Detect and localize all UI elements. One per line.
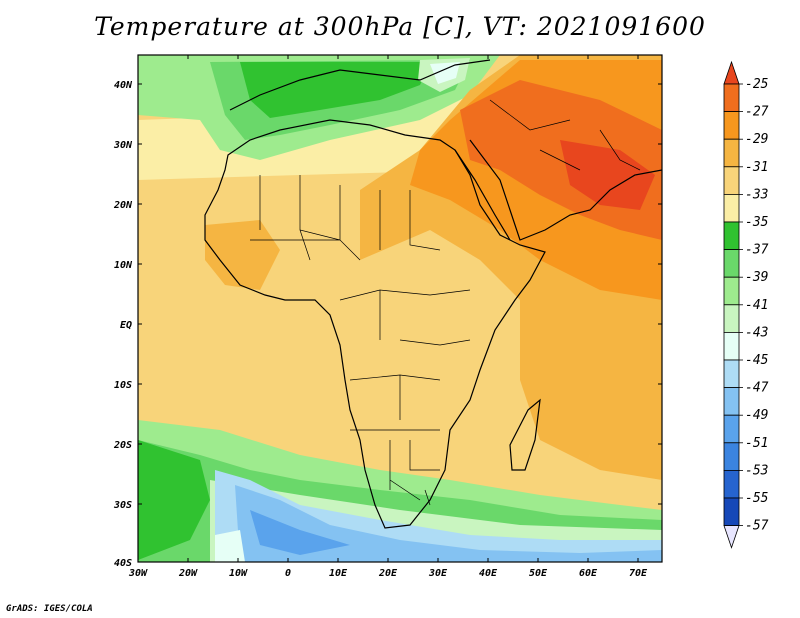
europe-coastline bbox=[229, 59, 491, 111]
colorbar-label: -43 bbox=[745, 325, 768, 340]
colorbar-swatch bbox=[723, 221, 740, 251]
lon-label: 70E bbox=[629, 568, 648, 579]
colorbar-swatch bbox=[723, 193, 740, 223]
field-cold-spot-north-core bbox=[430, 62, 460, 84]
colorbar-swatch bbox=[723, 359, 740, 389]
colorbar-label: -25 bbox=[745, 77, 769, 92]
colorbar-label: -49 bbox=[745, 408, 768, 423]
colorbar-label: -35 bbox=[745, 215, 769, 230]
colorbar-label: -27 bbox=[745, 105, 769, 120]
field-warm-west bbox=[205, 220, 280, 290]
field-hot-spot bbox=[560, 140, 655, 210]
colorbar-swatch bbox=[723, 166, 740, 195]
lon-label: 10E bbox=[329, 568, 348, 579]
lon-label: 0 bbox=[285, 568, 291, 579]
lat-label: 30N bbox=[113, 140, 133, 151]
red-sea-coastline bbox=[454, 149, 511, 241]
colorbar-swatch bbox=[723, 497, 740, 527]
coastlines bbox=[204, 59, 662, 529]
colorbar-swatch bbox=[723, 442, 740, 471]
colorbar-swatch bbox=[723, 111, 740, 140]
latitude-axis: 40N 30N 20N 10N EQ 10S 20S 30S 40S bbox=[113, 80, 133, 569]
colorbar-label: -55 bbox=[745, 491, 769, 506]
colorbar-swatch bbox=[723, 331, 740, 361]
colorbar-top-arrow bbox=[723, 60, 740, 85]
colorbar-label: -47 bbox=[745, 381, 769, 396]
lat-label: EQ bbox=[120, 320, 132, 331]
lat-label: 30S bbox=[113, 500, 132, 511]
colorbar-label: -57 bbox=[745, 519, 769, 534]
colorbar-label: -41 bbox=[745, 298, 768, 313]
colorbar-label: -51 bbox=[745, 436, 768, 451]
colorbar-label: -31 bbox=[745, 160, 768, 175]
colorbar-swatch bbox=[723, 138, 740, 168]
lon-label: 60E bbox=[579, 568, 598, 579]
map-frame bbox=[137, 54, 663, 563]
lon-tick-marks bbox=[187, 55, 639, 562]
madagascar-coastline bbox=[509, 398, 541, 471]
colorbar-swatch bbox=[723, 83, 740, 113]
lat-label: 40S bbox=[114, 558, 132, 569]
longitude-axis: 30W 20W 10W 0 10E 20E 30E 40E 50E 60E 70… bbox=[128, 568, 648, 579]
africa-coastline bbox=[204, 119, 546, 529]
lat-tick-marks bbox=[138, 83, 662, 505]
colorbar-swatch bbox=[723, 249, 740, 278]
lat-label: 10S bbox=[114, 380, 132, 391]
lon-label: 30E bbox=[428, 568, 448, 579]
colorbar: -25 -27 -29 -31 -33 -35 -37 -39 -41 -43 -45 -47 -49 -… bbox=[723, 60, 769, 549]
arabia-coastline bbox=[469, 139, 662, 241]
lon-label: 20E bbox=[378, 568, 398, 579]
lat-label: 10N bbox=[114, 260, 133, 271]
border-lines-middle-east bbox=[489, 99, 641, 171]
field-light-spot-south bbox=[215, 530, 245, 562]
credit-text: GrADS: IGES/COLA bbox=[6, 604, 93, 614]
field-band-green-west bbox=[138, 440, 210, 560]
borders bbox=[250, 99, 641, 506]
chart-title: Temperature at 300hPa [C], VT: 202109160… bbox=[94, 12, 706, 41]
colorbar-swatch bbox=[723, 414, 740, 444]
lon-label: 50E bbox=[529, 568, 548, 579]
colorbar-label: -45 bbox=[745, 353, 769, 368]
colorbar-label: -33 bbox=[745, 187, 768, 202]
latitude-ticks bbox=[138, 83, 662, 505]
lat-label: 20S bbox=[113, 440, 132, 451]
lat-label: 40N bbox=[114, 80, 133, 91]
lon-label: 30W bbox=[128, 568, 148, 579]
temperature-field bbox=[138, 55, 662, 562]
colorbar-label: -37 bbox=[745, 243, 769, 258]
colorbar-label: -39 bbox=[745, 270, 768, 285]
colorbar-swatch bbox=[723, 304, 740, 333]
lon-label: 10W bbox=[229, 568, 248, 579]
border-lines-south bbox=[389, 440, 440, 506]
lon-label: 40E bbox=[479, 568, 498, 579]
lon-label: 20W bbox=[178, 568, 198, 579]
field-band-green-north-core bbox=[240, 62, 430, 118]
colorbar-label: -29 bbox=[745, 132, 768, 147]
colorbar-swatch bbox=[723, 276, 740, 306]
colorbar-swatch bbox=[723, 469, 740, 499]
lat-label: 20N bbox=[113, 200, 133, 211]
colorbar-label: -53 bbox=[745, 463, 768, 478]
colorbar-swatch bbox=[723, 387, 740, 416]
border-lines-north bbox=[250, 175, 441, 261]
border-lines-central bbox=[339, 289, 471, 431]
colorbar-bottom-arrow bbox=[723, 525, 740, 549]
longitude-ticks bbox=[187, 55, 639, 562]
field-cold-south-min bbox=[250, 510, 350, 555]
